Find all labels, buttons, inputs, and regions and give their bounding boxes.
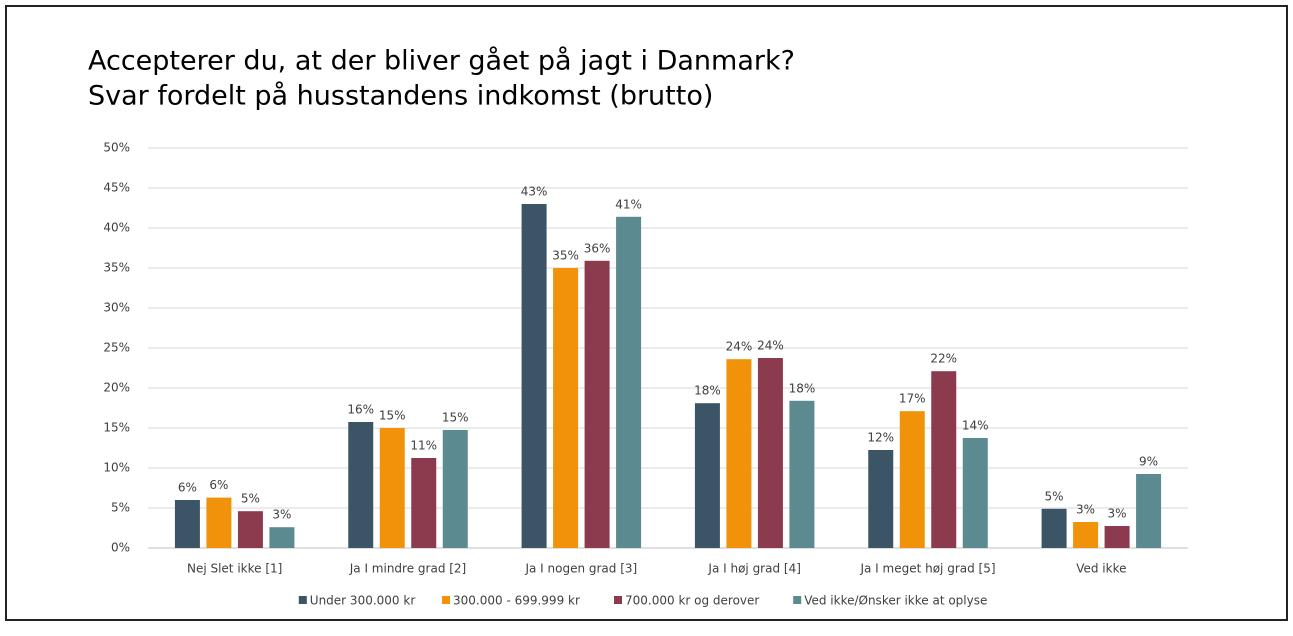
chart-subtitle: Svar fordelt på husstandens indkomst (br… (88, 81, 713, 112)
bar (726, 359, 752, 548)
bar (899, 411, 925, 548)
data-label: 24% (726, 340, 753, 354)
data-label: 3% (1108, 507, 1127, 521)
bar (1136, 474, 1162, 548)
legend-label: 700.000 kr og derover (625, 594, 759, 608)
bar (1073, 522, 1099, 548)
y-tick-label: 5% (111, 501, 130, 515)
y-tick-label: 15% (103, 421, 130, 435)
bar (442, 430, 468, 548)
bar (237, 511, 263, 548)
legend-label: 300.000 - 699.999 kr (453, 594, 580, 608)
data-label: 9% (1139, 455, 1158, 469)
x-tick-label: Nej Slet ikke [1] (187, 562, 282, 576)
data-label: 5% (1045, 489, 1064, 503)
data-label: 6% (178, 481, 197, 495)
data-label: 41% (615, 197, 642, 211)
bar (1104, 526, 1130, 548)
data-label: 43% (521, 185, 548, 199)
bar (694, 403, 720, 548)
y-tick-label: 20% (103, 381, 130, 395)
legend-swatch (614, 596, 622, 604)
data-label: 35% (552, 249, 579, 263)
data-label: 6% (209, 478, 228, 492)
y-tick-label: 40% (103, 221, 130, 235)
bar (521, 204, 547, 548)
data-label: 36% (584, 241, 611, 255)
data-label: 17% (899, 392, 926, 406)
data-label: 11% (410, 439, 437, 453)
legend-swatch (442, 596, 450, 604)
bar (411, 458, 437, 548)
data-label: 18% (694, 384, 721, 398)
bar (868, 450, 894, 548)
bar (584, 260, 610, 548)
data-label: 24% (757, 339, 784, 353)
data-label: 12% (867, 431, 894, 445)
data-label: 22% (930, 352, 957, 366)
bar (616, 216, 642, 549)
bar (1041, 508, 1067, 548)
legend-label: Under 300.000 kr (310, 594, 416, 608)
y-tick-label: 0% (111, 541, 130, 555)
legend-swatch (298, 596, 307, 604)
bar (348, 422, 374, 548)
legend-swatch (793, 596, 802, 604)
y-tick-label: 30% (103, 301, 130, 315)
data-label: 5% (241, 492, 260, 506)
data-label: 3% (272, 508, 291, 522)
data-label: 3% (1076, 503, 1095, 517)
x-tick-label: Ved ikke (1076, 562, 1126, 576)
bar (269, 527, 295, 548)
x-tick-label: Ja I høj grad [4] (707, 562, 801, 576)
legend-label: Ved ikke/Ønsker ikke at oplyse (804, 594, 987, 608)
y-tick-label: 35% (103, 261, 130, 275)
bar (757, 358, 783, 548)
y-tick-label: 50% (103, 141, 130, 155)
y-tick-label: 45% (103, 181, 130, 195)
bar (553, 268, 579, 548)
data-label: 15% (379, 409, 406, 423)
x-tick-label: Ja I mindre grad [2] (349, 562, 467, 576)
bar (379, 428, 405, 548)
data-label: 18% (789, 381, 816, 395)
bar (174, 500, 200, 548)
data-label: 16% (347, 403, 374, 417)
y-tick-label: 10% (103, 461, 130, 475)
data-label: 14% (962, 419, 989, 433)
bar (962, 438, 988, 548)
x-tick-label: Ja I meget høj grad [5] (859, 562, 995, 576)
data-label: 15% (442, 411, 469, 425)
bar (206, 497, 232, 548)
x-tick-label: Ja I nogen grad [3] (524, 562, 637, 576)
y-tick-label: 25% (103, 341, 130, 355)
bar (789, 400, 815, 548)
chart-title: Accepterer du, at der bliver gået på jag… (88, 46, 795, 77)
bar (931, 371, 957, 548)
